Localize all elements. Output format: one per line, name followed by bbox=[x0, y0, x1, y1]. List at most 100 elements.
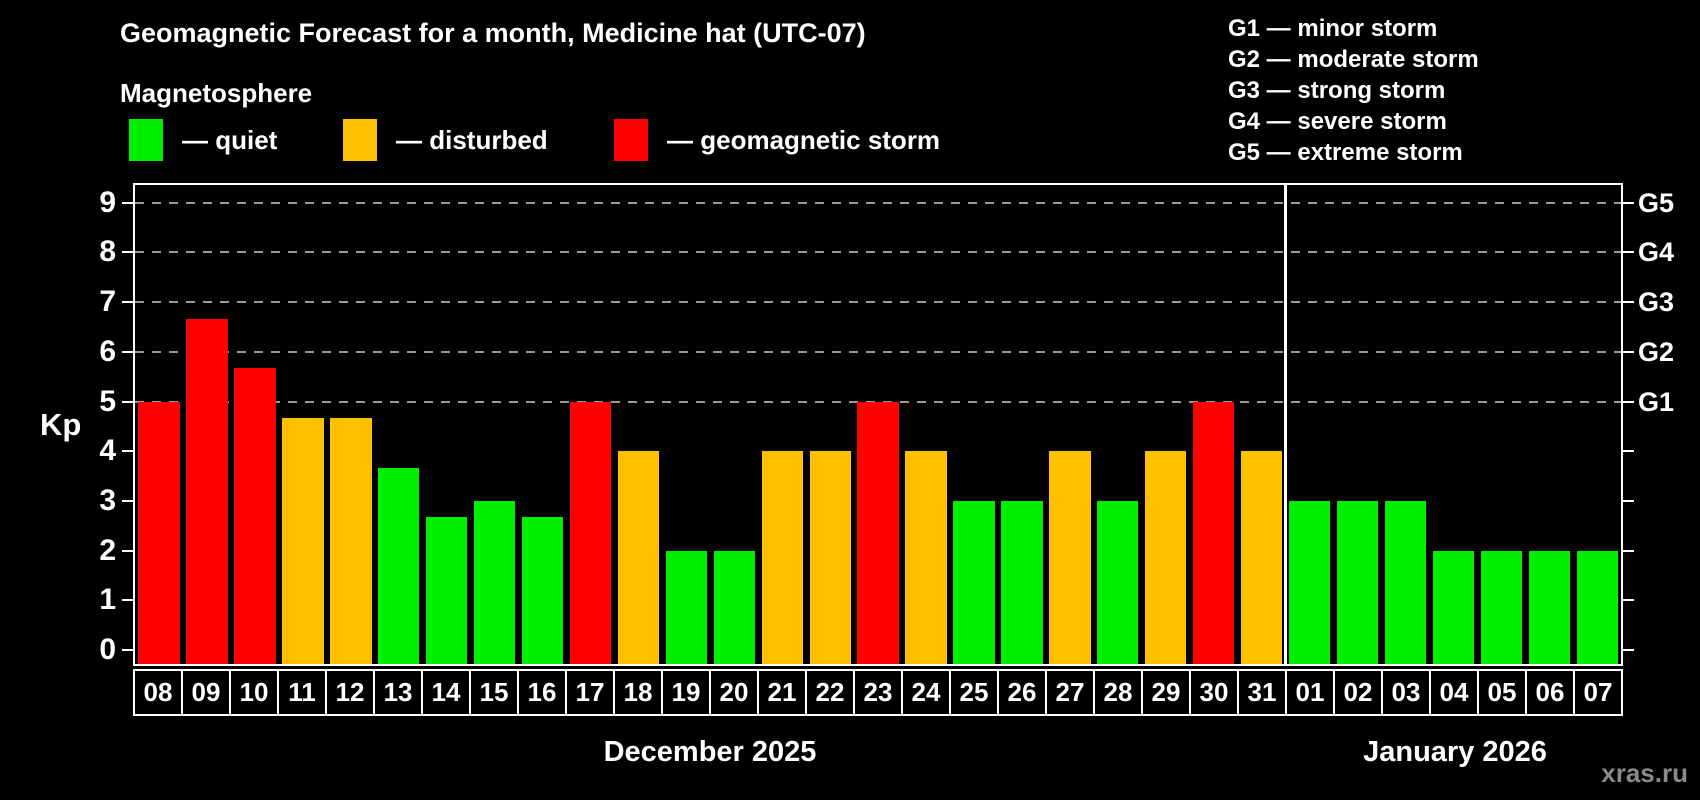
day-label-december-29: 29 bbox=[1141, 669, 1191, 716]
left-tick-9 bbox=[122, 201, 133, 204]
y-axis-label-0: 0 bbox=[99, 633, 116, 666]
kp-bar-january-06 bbox=[1528, 550, 1570, 664]
right-tick-2 bbox=[1623, 549, 1634, 552]
legend-item-quiet: — quiet bbox=[129, 117, 277, 163]
kp-bar-january-07 bbox=[1576, 550, 1618, 664]
g3-legend-line: G3 — strong storm bbox=[1228, 77, 1446, 104]
day-label-december-08: 08 bbox=[133, 669, 183, 716]
day-label-december-26: 26 bbox=[997, 669, 1047, 716]
g4-legend-line: G4 — severe storm bbox=[1228, 108, 1447, 135]
kp-bar-december-29 bbox=[1145, 451, 1187, 664]
right-tick-4 bbox=[1623, 450, 1634, 453]
kp-bar-december-17 bbox=[569, 401, 612, 664]
day-label-december-15: 15 bbox=[469, 669, 519, 716]
left-tick-8 bbox=[122, 251, 133, 254]
left-tick-7 bbox=[122, 301, 133, 304]
g5-legend-line: G5 — extreme storm bbox=[1228, 139, 1463, 166]
right-axis-label-g3: G3 bbox=[1638, 287, 1675, 318]
kp-bar-december-13 bbox=[378, 467, 420, 664]
gridline-kp-6 bbox=[135, 350, 1621, 353]
kp-bar-december-27 bbox=[1049, 451, 1091, 664]
month-label-january: January 2026 bbox=[1363, 736, 1547, 768]
kp-bar-january-03 bbox=[1384, 500, 1427, 664]
kp-bar-december-22 bbox=[809, 451, 851, 664]
y-axis-label-8: 8 bbox=[99, 235, 116, 269]
g-scale-legend: G1 — minor storm G2 — moderate storm G3 … bbox=[1228, 13, 1479, 168]
left-tick-5 bbox=[122, 400, 133, 403]
day-label-december-27: 27 bbox=[1045, 669, 1095, 716]
right-tick-3 bbox=[1623, 499, 1634, 502]
left-tick-1 bbox=[122, 599, 133, 602]
right-tick-8 bbox=[1623, 251, 1634, 254]
day-label-december-20: 20 bbox=[709, 669, 759, 716]
day-label-december-19: 19 bbox=[661, 669, 711, 716]
day-label-december-24: 24 bbox=[901, 669, 951, 716]
y-axis-label-7: 7 bbox=[99, 285, 116, 319]
kp-bar-december-23 bbox=[857, 401, 899, 664]
left-tick-3 bbox=[122, 499, 133, 502]
y-axis-title: Kp bbox=[40, 407, 82, 442]
y-axis-label-3: 3 bbox=[99, 483, 116, 517]
kp-bar-december-28 bbox=[1097, 500, 1139, 664]
day-label-december-09: 09 bbox=[181, 669, 231, 716]
legend-disturbed-label: — disturbed bbox=[396, 124, 548, 155]
right-axis-label-g1: G1 bbox=[1638, 386, 1675, 417]
day-label-december-17: 17 bbox=[565, 669, 615, 716]
day-label-december-22: 22 bbox=[805, 669, 855, 716]
gridline-kp-7 bbox=[135, 301, 1621, 304]
day-label-december-11: 11 bbox=[277, 669, 327, 716]
right-tick-1 bbox=[1623, 599, 1634, 602]
left-tick-4 bbox=[122, 450, 133, 453]
y-axis-label-6: 6 bbox=[99, 334, 116, 368]
kp-bar-december-12 bbox=[330, 417, 372, 664]
kp-bar-december-25 bbox=[953, 500, 995, 664]
month-label-december: December 2025 bbox=[603, 736, 817, 768]
gridline-kp-8 bbox=[135, 251, 1621, 254]
kp-bar-december-08 bbox=[138, 401, 180, 664]
kp-bar-december-26 bbox=[1001, 500, 1043, 664]
kp-bar-december-20 bbox=[713, 550, 755, 664]
day-label-december-31: 31 bbox=[1237, 669, 1287, 716]
y-axis-label-9: 9 bbox=[99, 185, 116, 219]
legend-item-storm: — geomagnetic storm bbox=[614, 117, 940, 163]
left-tick-0 bbox=[122, 649, 133, 651]
day-label-december-13: 13 bbox=[373, 669, 423, 716]
day-label-december-23: 23 bbox=[853, 669, 903, 716]
magnetosphere-label: Magnetosphere bbox=[120, 78, 313, 108]
disturbed-color-swatch bbox=[343, 119, 377, 161]
y-axis-label-4: 4 bbox=[99, 434, 116, 468]
kp-bar-december-16 bbox=[521, 517, 564, 664]
kp-bar-december-18 bbox=[617, 451, 660, 664]
g1-legend-line: G1 — minor storm bbox=[1228, 15, 1438, 42]
day-label-december-12: 12 bbox=[325, 669, 375, 716]
g2-legend-line: G2 — moderate storm bbox=[1228, 46, 1479, 73]
kp-bar-december-31 bbox=[1240, 451, 1283, 664]
kp-bar-december-21 bbox=[761, 451, 803, 664]
day-label-january-03: 03 bbox=[1381, 669, 1431, 716]
day-label-december-18: 18 bbox=[613, 669, 663, 716]
right-axis-label-g5: G5 bbox=[1638, 187, 1675, 218]
left-tick-2 bbox=[122, 549, 133, 552]
kp-bar-december-10 bbox=[234, 368, 276, 664]
day-label-december-28: 28 bbox=[1093, 669, 1143, 716]
kp-bar-january-05 bbox=[1480, 550, 1522, 664]
right-tick-7 bbox=[1623, 301, 1634, 304]
kp-bar-january-01 bbox=[1288, 500, 1331, 664]
kp-bar-january-02 bbox=[1336, 500, 1379, 664]
kp-bar-december-14 bbox=[426, 517, 468, 664]
day-label-december-10: 10 bbox=[229, 669, 279, 716]
left-tick-6 bbox=[122, 350, 133, 353]
kp-bar-december-19 bbox=[665, 550, 708, 664]
right-tick-5 bbox=[1623, 400, 1634, 403]
day-label-december-25: 25 bbox=[949, 669, 999, 716]
kp-bar-december-15 bbox=[473, 500, 516, 664]
page-title: Geomagnetic Forecast for a month, Medici… bbox=[120, 18, 866, 48]
day-label-december-30: 30 bbox=[1189, 669, 1239, 716]
day-label-row: 08 09 10 11 12 13 14 15 16 17 18 19 20 21 22 23 24 25 26 27… bbox=[133, 669, 1623, 716]
kp-bar-december-11 bbox=[282, 417, 324, 664]
kp-bar-december-30 bbox=[1193, 401, 1235, 664]
day-label-january-04: 04 bbox=[1429, 669, 1479, 716]
day-label-january-06: 06 bbox=[1525, 669, 1575, 716]
y-axis-label-2: 2 bbox=[99, 533, 116, 567]
legend-quiet-label: — quiet bbox=[182, 124, 278, 155]
